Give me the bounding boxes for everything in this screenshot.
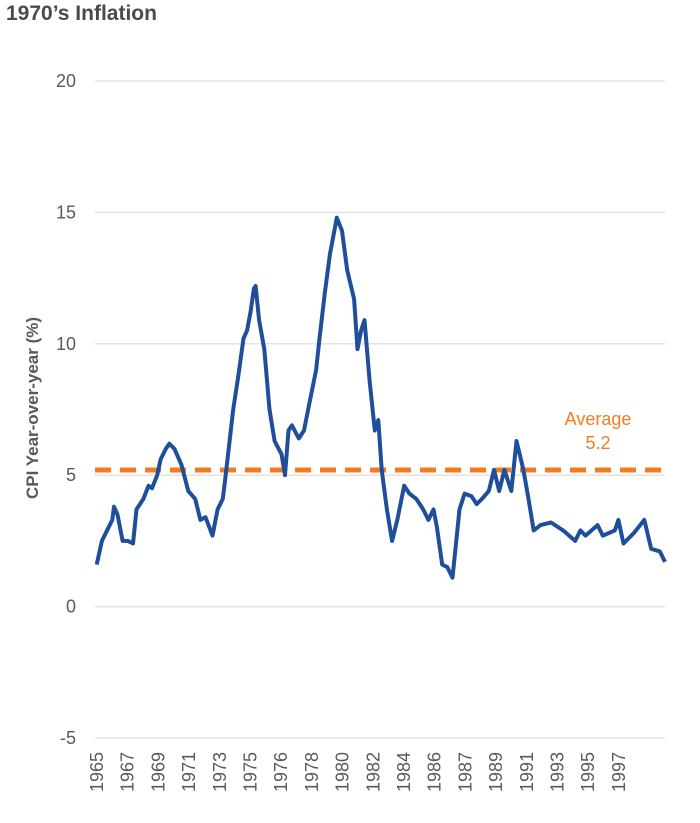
y-tick-label: -5 bbox=[60, 728, 76, 748]
x-tick-label: 1978 bbox=[302, 752, 322, 792]
gridlines bbox=[95, 80, 665, 739]
y-tick-labels: 20 15 10 5 0 -5 bbox=[56, 71, 76, 748]
average-label: Average bbox=[565, 409, 632, 429]
x-tick-label: 1976 bbox=[271, 752, 291, 792]
x-tick-label: 1971 bbox=[179, 752, 199, 792]
x-tick-label: 1984 bbox=[394, 752, 414, 792]
x-tick-labels: 1965 1967 1969 1971 1973 1975 1976 1978 1980 1982… bbox=[87, 752, 629, 792]
x-tick-label: 1991 bbox=[517, 752, 537, 792]
x-tick-label: 1987 bbox=[455, 752, 475, 792]
chart-title: 1970’s Inflation bbox=[6, 2, 157, 25]
cpi-series-line bbox=[94, 215, 667, 580]
x-tick-label: 1986 bbox=[425, 752, 445, 792]
x-tick-label: 1973 bbox=[210, 752, 230, 792]
y-tick-label: 0 bbox=[66, 597, 76, 617]
x-tick-label: 1980 bbox=[333, 752, 353, 792]
y-axis-label: CPI Year-over-year (%) bbox=[23, 317, 42, 499]
y-tick-label: 20 bbox=[56, 71, 76, 91]
x-tick-label: 1967 bbox=[118, 752, 138, 792]
x-tick-label: 1969 bbox=[148, 752, 168, 792]
x-tick-label: 1993 bbox=[548, 752, 568, 792]
x-tick-label: 1989 bbox=[486, 752, 506, 792]
x-tick-label: 1995 bbox=[578, 752, 598, 792]
y-tick-label: 15 bbox=[56, 202, 76, 222]
x-tick-label: 1982 bbox=[363, 752, 383, 792]
y-tick-label: 10 bbox=[56, 334, 76, 354]
x-tick-label: 1975 bbox=[241, 752, 261, 792]
y-tick-label: 5 bbox=[66, 465, 76, 485]
x-tick-label: 1997 bbox=[609, 752, 629, 792]
x-tick-label: 1965 bbox=[87, 752, 107, 792]
average-value: 5.2 bbox=[585, 433, 610, 453]
